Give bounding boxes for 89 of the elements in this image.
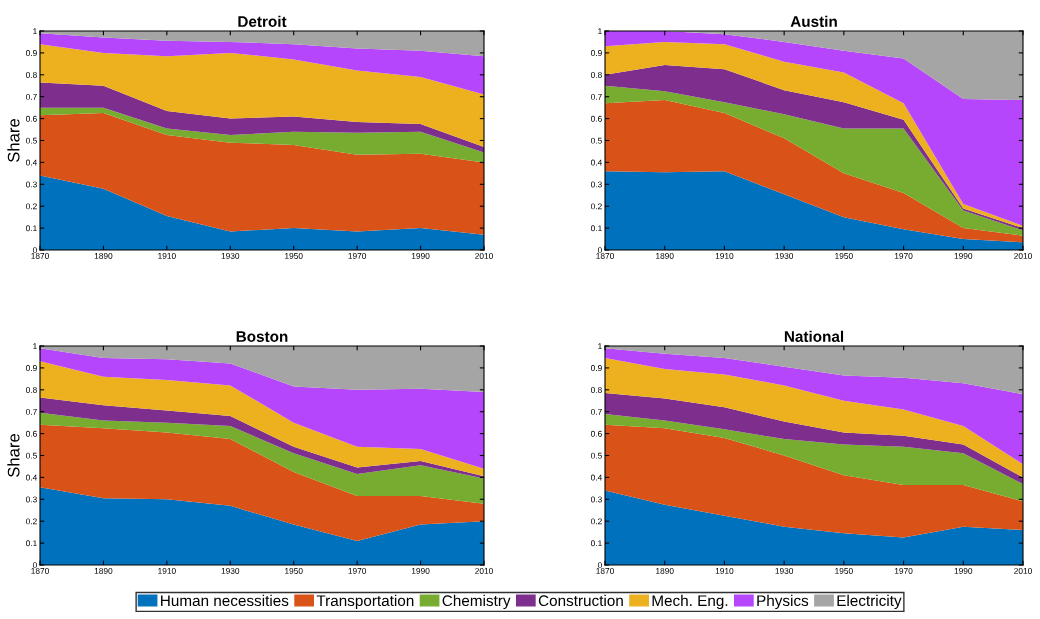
y-tick-label: 0.8 bbox=[25, 387, 37, 393]
x-tick-label: 2010 bbox=[475, 253, 493, 259]
y-tick-label: 0.6 bbox=[590, 115, 602, 122]
y-tick-label: 1 bbox=[598, 28, 602, 35]
x-tick-label: 1950 bbox=[835, 253, 853, 259]
y-tick-label: 0.9 bbox=[25, 50, 37, 56]
y-tick-label: 0.1 bbox=[590, 540, 602, 547]
x-tick-label: 2010 bbox=[475, 568, 493, 574]
y-tick-label: 0.9 bbox=[25, 365, 37, 371]
y-tick-label: 0.8 bbox=[590, 387, 602, 393]
x-tick-label: 2010 bbox=[1014, 253, 1032, 259]
x-tick-label: 1890 bbox=[656, 253, 674, 259]
y-tick-label: 0.9 bbox=[590, 365, 602, 371]
y-tick-label: 0.7 bbox=[25, 93, 37, 100]
x-tick-label: 1950 bbox=[285, 253, 303, 259]
x-tick-label: 2010 bbox=[1014, 568, 1032, 574]
y-tick-label: 0.2 bbox=[590, 518, 602, 525]
y-tick-label: 0.4 bbox=[590, 159, 602, 166]
y-tick-label: 0 bbox=[597, 562, 602, 569]
y-tick-label: 0.6 bbox=[25, 115, 37, 122]
y-tick-label: 0.5 bbox=[590, 452, 602, 459]
y-tick-label: 1 bbox=[33, 343, 37, 350]
y-tick-label: 0.8 bbox=[25, 72, 37, 78]
x-tick-label: 1890 bbox=[94, 568, 113, 574]
y-tick-label: 0.4 bbox=[590, 474, 602, 481]
x-tick-label: 1910 bbox=[158, 568, 176, 574]
y-tick-label: 0.5 bbox=[25, 452, 37, 459]
y-axis-title: Share bbox=[7, 434, 20, 477]
x-tick-label: 1990 bbox=[954, 568, 973, 574]
x-tick-label: 1930 bbox=[775, 568, 794, 574]
x-tick-label: 1930 bbox=[221, 253, 240, 259]
x-tick-label: 1910 bbox=[715, 568, 734, 574]
x-tick-label: 1950 bbox=[285, 568, 303, 574]
y-tick-label: 0.1 bbox=[25, 540, 37, 547]
y-tick-label: 0.2 bbox=[25, 518, 37, 525]
x-tick-label: 1970 bbox=[894, 253, 913, 259]
y-tick-label: 0.7 bbox=[590, 408, 602, 415]
y-tick-label: 1 bbox=[33, 28, 37, 35]
y-tick-label: 0.1 bbox=[590, 225, 602, 232]
x-tick-label: 1930 bbox=[221, 568, 240, 574]
y-tick-label: 0.6 bbox=[590, 430, 602, 437]
legend-label: Chemistry bbox=[442, 594, 511, 610]
x-tick-label: 1990 bbox=[411, 568, 430, 574]
chart-title: Detroit bbox=[238, 15, 287, 27]
y-tick-label: 0.4 bbox=[25, 159, 37, 166]
chart-title: National bbox=[784, 330, 844, 342]
y-tick-label: 0.8 bbox=[590, 72, 602, 78]
x-tick-label: 1870 bbox=[31, 253, 49, 259]
y-tick-label: 0.7 bbox=[590, 93, 602, 100]
x-tick-label: 1910 bbox=[715, 253, 734, 259]
x-tick-label: 1890 bbox=[656, 568, 674, 574]
x-tick-label: 1990 bbox=[411, 253, 430, 259]
legend-label: Human necessities bbox=[161, 594, 289, 607]
x-tick-label: 1970 bbox=[348, 568, 367, 574]
x-tick-label: 1890 bbox=[94, 253, 113, 259]
x-tick-label: 1910 bbox=[158, 253, 176, 259]
x-tick-label: 1970 bbox=[348, 253, 367, 259]
legend-label: Transportation bbox=[316, 594, 414, 610]
x-tick-label: 1870 bbox=[596, 568, 614, 574]
chart-title: Austin bbox=[790, 15, 837, 27]
y-tick-label: 0.5 bbox=[25, 137, 37, 144]
x-tick-label: 1990 bbox=[954, 253, 973, 259]
y-tick-label: 0.2 bbox=[25, 203, 37, 210]
y-tick-label: 0.9 bbox=[590, 50, 602, 56]
y-tick-label: 0 bbox=[32, 562, 37, 569]
y-tick-label: 0 bbox=[597, 247, 602, 254]
y-tick-label: 0 bbox=[32, 247, 37, 254]
x-tick-label: 1970 bbox=[894, 568, 913, 574]
y-tick-label: 0.6 bbox=[25, 430, 37, 437]
y-axis-title: Share bbox=[7, 119, 20, 162]
y-tick-label: 1 bbox=[598, 343, 602, 350]
chart-title: Boston bbox=[236, 331, 288, 342]
x-tick-label: 1950 bbox=[835, 568, 853, 574]
legend-label: Electricity bbox=[837, 594, 902, 610]
x-tick-label: 1930 bbox=[775, 253, 794, 259]
y-tick-label: 0.1 bbox=[25, 225, 37, 232]
y-tick-label: 0.3 bbox=[590, 181, 602, 188]
y-tick-label: 0.3 bbox=[25, 496, 37, 503]
y-tick-label: 0.5 bbox=[590, 137, 602, 144]
y-tick-label: 0.3 bbox=[590, 496, 602, 503]
y-tick-label: 0.7 bbox=[25, 408, 37, 415]
y-tick-label: 0.4 bbox=[25, 474, 37, 481]
y-tick-label: 0.2 bbox=[590, 203, 602, 210]
legend-label: Physics bbox=[757, 594, 809, 610]
y-tick-label: 0.3 bbox=[25, 181, 37, 188]
legend-label: Construction bbox=[538, 594, 623, 607]
x-tick-label: 1870 bbox=[596, 253, 614, 259]
legend-label: Mech. Eng. bbox=[652, 594, 728, 610]
x-tick-label: 1870 bbox=[31, 568, 49, 574]
